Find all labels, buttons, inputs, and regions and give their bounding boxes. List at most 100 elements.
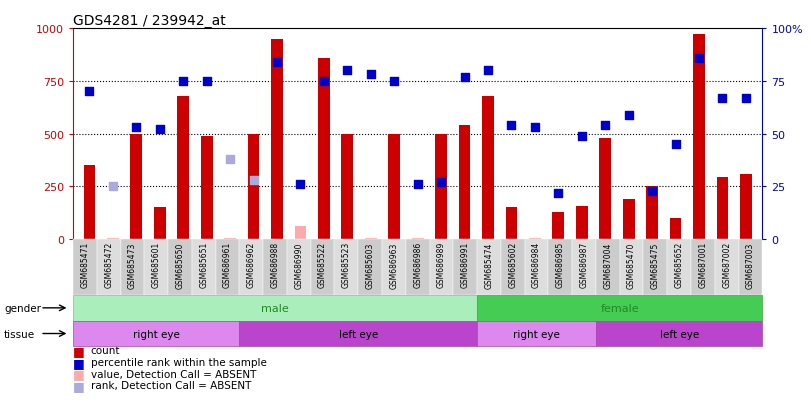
Bar: [107, 238, 118, 240]
Bar: [412, 238, 423, 240]
Point: [200, 78, 213, 85]
Point: [646, 188, 659, 195]
Text: ■: ■: [73, 379, 84, 392]
Bar: [318, 58, 330, 240]
Text: rank, Detection Call = ABSENT: rank, Detection Call = ABSENT: [91, 380, 251, 390]
Point: [341, 68, 354, 74]
Text: GSM686989: GSM686989: [437, 242, 446, 288]
Text: GSM685470: GSM685470: [627, 242, 636, 288]
Text: GSM685652: GSM685652: [675, 242, 684, 288]
Bar: [201, 136, 212, 240]
Point: [458, 74, 471, 81]
Point: [224, 156, 237, 163]
Text: GSM685523: GSM685523: [342, 242, 351, 288]
Text: GSM686991: GSM686991: [461, 242, 470, 288]
Text: count: count: [91, 346, 120, 356]
Text: GSM685475: GSM685475: [651, 242, 660, 288]
Point: [435, 179, 448, 186]
Point: [83, 89, 96, 95]
Text: percentile rank within the sample: percentile rank within the sample: [91, 357, 267, 367]
Bar: [670, 218, 681, 240]
Text: left eye: left eye: [659, 329, 699, 339]
Point: [740, 95, 753, 102]
Bar: [646, 187, 658, 240]
Text: GSM686961: GSM686961: [223, 242, 232, 288]
Point: [551, 190, 564, 197]
Text: right eye: right eye: [133, 329, 179, 339]
Point: [388, 78, 401, 85]
Bar: [623, 199, 634, 240]
Point: [177, 78, 190, 85]
Bar: [505, 208, 517, 240]
Point: [575, 133, 588, 140]
Bar: [178, 96, 189, 240]
Bar: [365, 238, 376, 240]
Text: value, Detection Call = ABSENT: value, Detection Call = ABSENT: [91, 369, 256, 379]
Bar: [84, 166, 95, 240]
Text: GSM685522: GSM685522: [318, 242, 327, 287]
Text: female: female: [600, 303, 639, 313]
Bar: [247, 134, 260, 240]
Point: [130, 125, 143, 131]
Text: GSM686963: GSM686963: [389, 242, 398, 288]
Point: [716, 95, 729, 102]
Bar: [599, 138, 611, 240]
Text: GSM685471: GSM685471: [80, 242, 89, 288]
Text: ■: ■: [73, 344, 84, 357]
Text: right eye: right eye: [513, 329, 560, 339]
Text: GSM687001: GSM687001: [698, 242, 707, 288]
Bar: [388, 134, 400, 240]
Bar: [436, 134, 447, 240]
Bar: [131, 134, 142, 240]
Text: GSM685474: GSM685474: [484, 242, 493, 288]
Point: [106, 183, 119, 190]
Point: [294, 181, 307, 188]
Text: male: male: [261, 303, 289, 313]
Text: GSM686962: GSM686962: [247, 242, 255, 288]
Point: [364, 72, 377, 78]
Text: GSM685473: GSM685473: [128, 242, 137, 288]
Point: [482, 68, 495, 74]
Text: ■: ■: [73, 367, 84, 380]
Bar: [483, 96, 494, 240]
Bar: [529, 238, 541, 240]
Point: [599, 123, 611, 129]
Point: [153, 127, 166, 133]
Point: [411, 181, 424, 188]
Text: left eye: left eye: [339, 329, 378, 339]
Point: [529, 125, 542, 131]
Bar: [740, 174, 752, 240]
Text: GSM687002: GSM687002: [722, 242, 732, 288]
Bar: [576, 207, 588, 240]
Bar: [294, 227, 307, 240]
Text: GSM686985: GSM686985: [556, 242, 564, 288]
Point: [669, 141, 682, 148]
Text: gender: gender: [4, 303, 41, 313]
Point: [271, 59, 284, 66]
Bar: [552, 212, 564, 240]
Bar: [693, 35, 705, 240]
Text: GSM686987: GSM686987: [580, 242, 589, 288]
Text: GSM685602: GSM685602: [508, 242, 517, 288]
Bar: [341, 134, 353, 240]
Text: GSM686984: GSM686984: [532, 242, 541, 288]
Point: [693, 55, 706, 62]
Text: GSM686990: GSM686990: [294, 242, 303, 288]
Point: [505, 123, 518, 129]
Text: GDS4281 / 239942_at: GDS4281 / 239942_at: [73, 14, 225, 28]
Text: GSM685651: GSM685651: [200, 242, 208, 288]
Text: GSM687003: GSM687003: [746, 242, 755, 288]
Text: GSM686988: GSM686988: [271, 242, 280, 287]
Text: GSM685650: GSM685650: [175, 242, 184, 288]
Text: GSM685601: GSM685601: [152, 242, 161, 288]
Bar: [154, 208, 165, 240]
Point: [622, 112, 635, 119]
Bar: [224, 238, 236, 240]
Text: tissue: tissue: [4, 329, 35, 339]
Bar: [717, 178, 728, 240]
Point: [247, 177, 260, 184]
Text: GSM687004: GSM687004: [603, 242, 612, 288]
Text: GSM686986: GSM686986: [413, 242, 423, 288]
Point: [317, 78, 330, 85]
Bar: [459, 126, 470, 240]
